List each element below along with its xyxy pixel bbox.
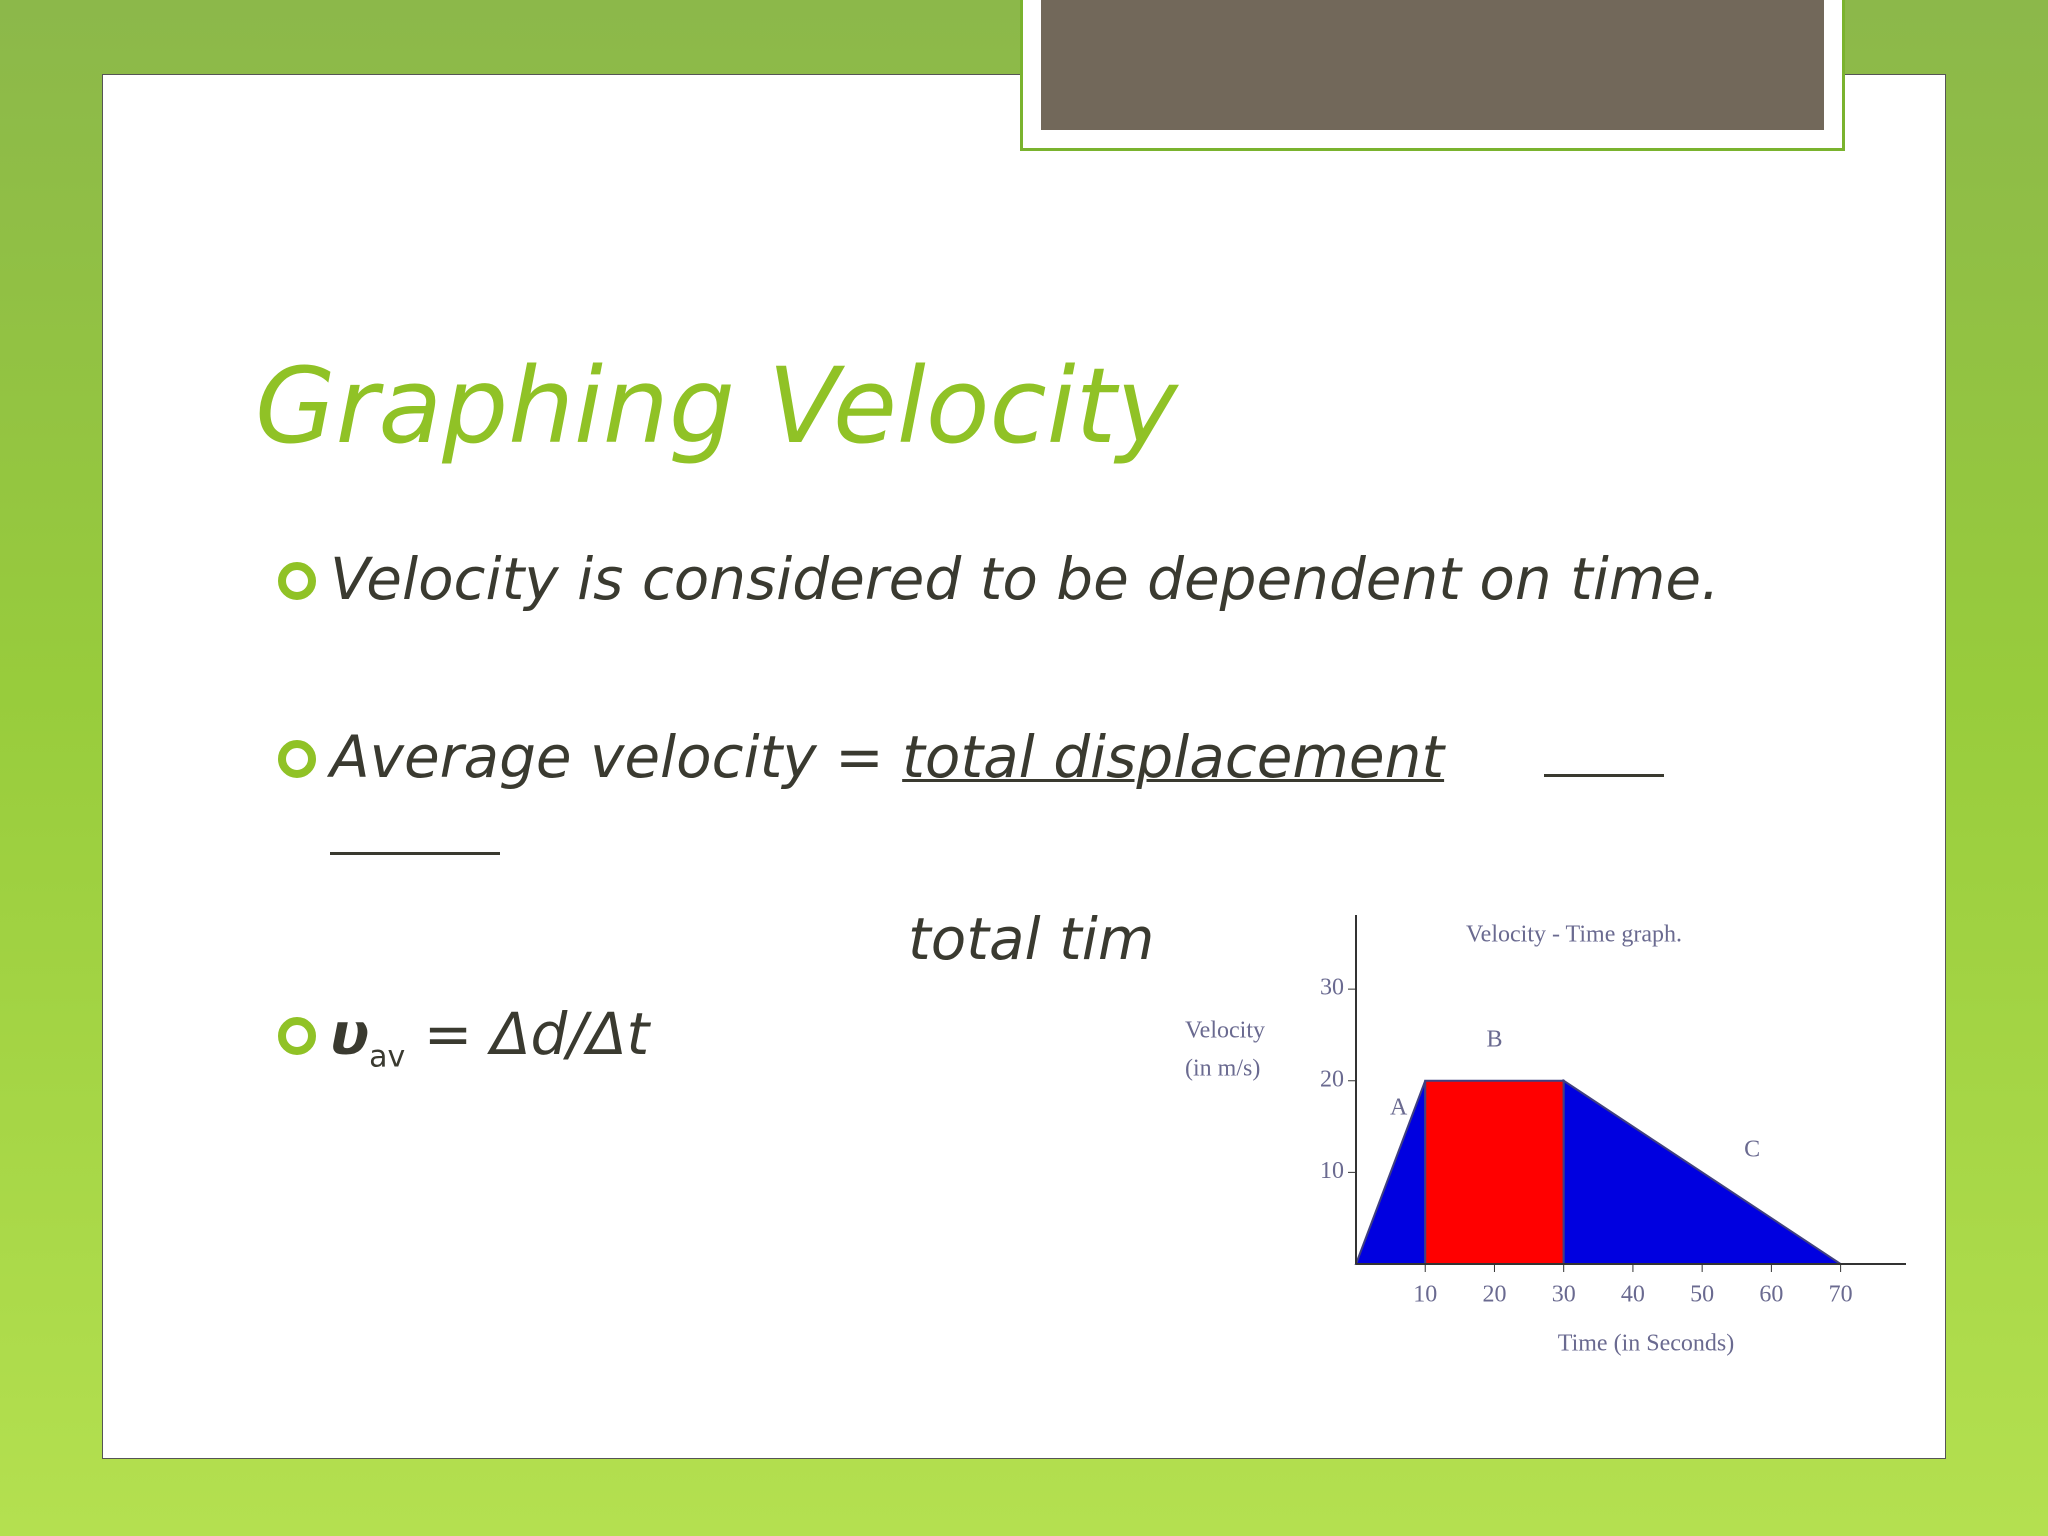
formula: = Δd/Δt bbox=[423, 1000, 650, 1068]
y-axis-label: (in m/s) bbox=[1185, 1056, 1260, 1082]
symbol: υ bbox=[330, 1000, 370, 1068]
header-tab bbox=[1020, 0, 1845, 151]
subscript: av bbox=[369, 1039, 406, 1075]
bullet: Average velocity = total displacement bbox=[278, 718, 1750, 874]
x-axis-label: Time (in Seconds) bbox=[1558, 1331, 1734, 1357]
x-tick-label: 60 bbox=[1759, 1282, 1783, 1308]
x-tick-label: 10 bbox=[1413, 1282, 1437, 1308]
bullet-text: Average velocity = bbox=[330, 723, 884, 791]
x-tick-label: 50 bbox=[1690, 1282, 1714, 1308]
y-tick-label: 20 bbox=[1320, 1066, 1344, 1092]
slide-title: Graphing Velocity bbox=[255, 345, 1178, 467]
area bbox=[1424, 1079, 1565, 1265]
region-label: A bbox=[1390, 1094, 1408, 1120]
numerator: total displacement bbox=[902, 723, 1445, 791]
bullet: υav = Δd/Δt bbox=[278, 995, 650, 1097]
chart-title: Velocity - Time graph. bbox=[1466, 922, 1682, 948]
x-tick-label: 20 bbox=[1482, 1282, 1506, 1308]
denominator: total tim bbox=[908, 905, 1155, 973]
y-axis-label: Velocity bbox=[1185, 1018, 1265, 1044]
x-tick-label: 30 bbox=[1552, 1282, 1576, 1308]
y-tick-label: 10 bbox=[1320, 1158, 1344, 1184]
bullet-text: Velocity is considered to be dependent o… bbox=[330, 545, 1720, 613]
bullet: Velocity is considered to be dependent o… bbox=[278, 540, 1750, 618]
y-tick-label: 30 bbox=[1320, 975, 1344, 1001]
region-label: B bbox=[1486, 1026, 1502, 1052]
x-tick-label: 40 bbox=[1621, 1282, 1645, 1308]
region-label: C bbox=[1744, 1136, 1760, 1162]
x-tick-label: 70 bbox=[1829, 1282, 1853, 1308]
